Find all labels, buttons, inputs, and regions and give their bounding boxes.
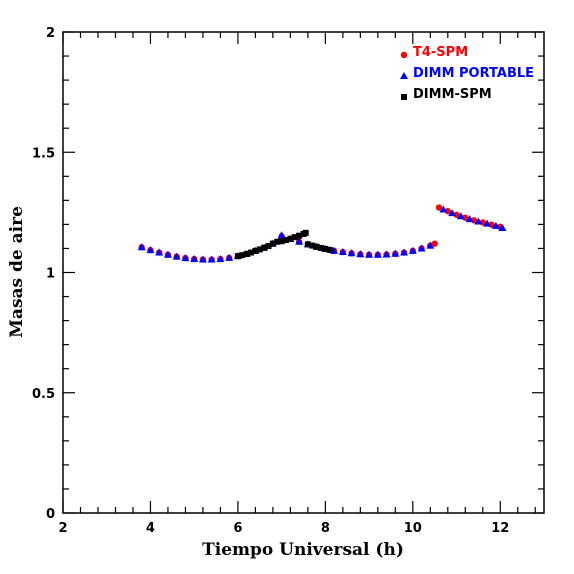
y-tick-label: 1.5 <box>32 146 55 161</box>
data-point <box>408 246 417 254</box>
data-point <box>265 243 272 250</box>
data-point <box>498 224 507 232</box>
x-tick-label: 4 <box>146 521 155 536</box>
data-point <box>248 249 255 256</box>
data-point <box>347 249 356 257</box>
y-tick-label: 1 <box>46 267 55 282</box>
data-point <box>373 250 382 258</box>
series-dimm-portable <box>137 205 507 263</box>
legend-label: T4-SPM <box>413 45 468 60</box>
data-point <box>483 219 492 227</box>
data-point <box>426 241 435 249</box>
data-point <box>365 250 374 258</box>
data-point <box>417 244 426 252</box>
data-point <box>391 249 400 257</box>
plot-frame <box>62 31 545 514</box>
legend-label: DIMM-SPM <box>413 87 492 102</box>
x-tick-label: 8 <box>321 521 330 536</box>
tick-labels: 2 4 6 8 10 12 0 0.5 1 1.5 2 <box>32 26 509 536</box>
data-point <box>198 255 207 263</box>
data-point <box>216 255 225 263</box>
data-point <box>163 250 172 258</box>
data-point <box>444 207 451 215</box>
data-point <box>400 248 409 256</box>
data-point <box>435 204 443 211</box>
data-point <box>146 246 155 254</box>
data-series <box>137 204 507 263</box>
x-tick-label: 2 <box>58 521 67 536</box>
x-tick-label: 10 <box>404 521 422 536</box>
data-point <box>287 235 294 242</box>
data-point <box>190 255 199 263</box>
data-point <box>313 243 320 250</box>
y-tick-label: 2 <box>46 26 55 41</box>
legend-marker <box>401 94 407 100</box>
y-axis-label: Masas de aire <box>7 206 27 338</box>
data-point <box>309 242 316 249</box>
data-point <box>261 244 268 251</box>
axis-ticks <box>62 31 544 514</box>
y-tick-label: 0.5 <box>32 387 55 402</box>
data-point <box>283 237 290 244</box>
data-point <box>274 238 281 245</box>
data-point <box>317 244 324 251</box>
data-point <box>252 247 259 254</box>
legend: T4-SPM DIMM PORTABLE DIMM-SPM <box>400 45 534 102</box>
data-point <box>491 221 500 229</box>
y-tick-label: 0 <box>46 507 55 522</box>
data-point <box>256 246 263 253</box>
x-tick-label: 12 <box>491 521 509 536</box>
data-point <box>431 240 438 247</box>
data-point <box>356 250 365 258</box>
data-point <box>462 214 469 221</box>
data-point <box>465 215 474 223</box>
x-tick-label: 6 <box>233 521 242 536</box>
data-point <box>181 254 190 262</box>
data-point <box>296 232 303 239</box>
x-axis-label: Tiempo Universal (h) <box>202 540 404 560</box>
data-point <box>295 237 304 245</box>
data-point <box>474 217 483 225</box>
legend-marker <box>400 72 408 79</box>
data-point <box>448 209 457 217</box>
data-point <box>302 229 309 236</box>
series-t4-spm <box>138 204 504 263</box>
data-point <box>453 211 460 218</box>
data-point <box>234 253 241 260</box>
legend-label: DIMM PORTABLE <box>413 66 534 81</box>
data-point <box>207 255 216 263</box>
data-point <box>439 205 448 213</box>
data-point <box>338 248 347 256</box>
data-point <box>456 212 465 220</box>
data-point <box>382 250 391 258</box>
data-point <box>291 234 298 241</box>
data-point <box>322 245 329 252</box>
data-point <box>326 246 333 253</box>
legend-marker <box>400 51 408 59</box>
data-point <box>278 238 285 245</box>
data-point <box>239 252 246 259</box>
series-dimm-spm <box>234 229 333 260</box>
data-point <box>269 240 276 247</box>
data-point <box>225 253 234 261</box>
data-point <box>243 250 250 257</box>
data-point <box>137 243 146 251</box>
data-point <box>277 231 286 239</box>
data-point <box>155 248 164 256</box>
data-point <box>304 241 311 248</box>
data-point <box>172 252 181 260</box>
